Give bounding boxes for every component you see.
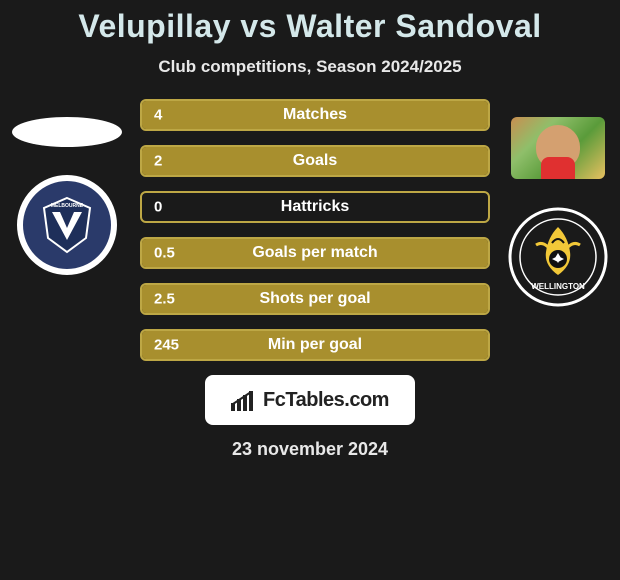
subtitle: Club competitions, Season 2024/2025 <box>158 57 461 77</box>
stat-value: 0.5 <box>154 245 175 262</box>
stat-bar: 4 Matches <box>140 99 490 131</box>
player-avatar-left <box>12 117 122 147</box>
stat-label: Goals per match <box>252 244 377 262</box>
club-badge-right: WELLINGTON <box>508 207 608 307</box>
stat-bar: 2.5 Shots per goal <box>140 283 490 315</box>
stat-label: Hattricks <box>281 198 349 216</box>
club-badge-left: MELBOURNE <box>17 175 117 275</box>
stat-bar: 245 Min per goal <box>140 329 490 361</box>
stat-label: Shots per goal <box>259 290 370 308</box>
left-column: MELBOURNE <box>12 117 122 275</box>
right-column: WELLINGTON <box>508 117 608 307</box>
svg-text:WELLINGTON: WELLINGTON <box>531 282 585 291</box>
page-title: Velupillay vs Walter Sandoval <box>78 8 541 45</box>
stat-value: 2.5 <box>154 291 175 308</box>
fctables-logo-icon <box>231 389 257 411</box>
stat-value: 4 <box>154 107 162 124</box>
stat-label: Goals <box>293 152 337 170</box>
date-text: 23 november 2024 <box>232 439 388 460</box>
stat-bar: 2 Goals <box>140 145 490 177</box>
watermark-badge: FcTables.com <box>205 375 415 425</box>
infographic-container: Velupillay vs Walter Sandoval Club compe… <box>0 0 620 580</box>
stat-label: Matches <box>283 106 347 124</box>
wellington-phoenix-icon: WELLINGTON <box>508 207 608 307</box>
stat-value: 0 <box>154 199 162 216</box>
stat-bars: 4 Matches 2 Goals 0 Hattricks 0.5 Goals per mat… <box>140 99 490 361</box>
stat-bar: 0.5 Goals per match <box>140 237 490 269</box>
stat-value: 2 <box>154 153 162 170</box>
stat-bar: 0 Hattricks <box>140 191 490 223</box>
main-row: MELBOURNE 4 Matches 2 Goals 0 Hattricks 0.5 Goa… <box>0 99 620 361</box>
stat-label: Min per goal <box>268 336 362 354</box>
player-avatar-right <box>511 117 605 179</box>
melbourne-victory-icon: MELBOURNE <box>32 190 102 260</box>
svg-text:MELBOURNE: MELBOURNE <box>51 203 84 209</box>
watermark-text: FcTables.com <box>263 389 389 412</box>
stat-value: 245 <box>154 337 179 354</box>
